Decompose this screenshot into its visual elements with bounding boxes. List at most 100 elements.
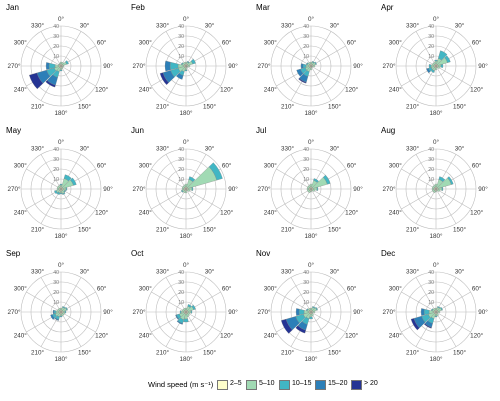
wind-rose-plot: 10 20 30 400° 30° 60° 90° 120° 150° 180° 210° 240° 2… (7, 138, 113, 240)
wind-rose-wedge (323, 174, 331, 185)
wind-rose-wedge (426, 68, 431, 74)
wind-rose-wedge (58, 62, 61, 65)
direction-label: 90° (228, 62, 238, 70)
wind-rose-panel: 10 20 30 40 0° 30° 60° 90° 120° 150° 180° 210° 240° 2… (125, 123, 250, 246)
direction-label: 60° (347, 39, 357, 47)
grid-spoke (310, 311, 346, 333)
radial-tick-label: 20 (428, 167, 434, 173)
direction-label: 150° (78, 349, 92, 357)
wind-rose-wedge (65, 60, 69, 65)
wind-rose-wedge (428, 64, 432, 68)
grid-spoke (415, 154, 437, 190)
direction-label: 90° (353, 308, 363, 316)
wind-rose-wedge (64, 310, 67, 314)
wind-rose-wedge (56, 191, 61, 195)
radial-tick-label: 30 (178, 34, 184, 40)
grid-spoke (60, 31, 82, 67)
direction-label: 240° (389, 332, 403, 340)
direction-label: 90° (478, 308, 488, 316)
direction-label: 180° (179, 355, 193, 363)
wind-rose-wedge (298, 78, 307, 84)
direction-label: 300° (264, 285, 278, 293)
direction-label: 120° (220, 332, 234, 340)
grid-spoke (276, 188, 312, 210)
month-title: Mar (256, 3, 270, 12)
grid-spoke (60, 188, 96, 210)
direction-label: 0° (433, 138, 440, 146)
wind-rose-wedge (176, 72, 184, 80)
radial-tick-label: 30 (428, 280, 434, 286)
wind-rose-wedge (315, 306, 318, 311)
direction-label: 30° (205, 267, 215, 275)
wind-rose-panel: 10 20 30 40 0° 30° 60° 90° 120° 150° 180° 210° 240° 2… (125, 246, 250, 369)
direction-label: 60° (472, 39, 482, 47)
direction-label: 60° (347, 285, 357, 293)
grid-spoke (276, 45, 312, 67)
month-title: May (6, 126, 22, 135)
wind-rose-wedge (312, 306, 316, 309)
wind-rose-wedge (54, 317, 59, 321)
wind-rose-wedge (420, 308, 425, 316)
direction-label: 0° (183, 138, 190, 146)
wind-rose-wedge (437, 66, 441, 69)
direction-label: 120° (345, 209, 359, 217)
direction-label: 150° (203, 226, 217, 234)
grid-spoke (26, 45, 62, 67)
radial-tick-label: 40 (303, 147, 309, 153)
month-title: Dec (381, 249, 396, 258)
grid-spoke (60, 277, 82, 313)
direction-label: 180° (429, 232, 443, 240)
direction-label: 90° (103, 308, 113, 316)
wind-rose-wedge (45, 62, 50, 70)
grid-spoke (415, 188, 437, 224)
radial-tick-label: 20 (178, 44, 184, 50)
grid-spoke (60, 65, 82, 101)
wind-rose-wedge (59, 192, 63, 195)
direction-label: 210° (31, 226, 45, 234)
grid-spoke (401, 188, 437, 210)
wind-rose-grid: 10 20 30 40 0° 30° 60° 90° 120° 150° 180° 210° 240° 2… (6, 3, 488, 369)
legend-swatch-4 (351, 380, 362, 390)
wind-rose-wedge (440, 306, 443, 311)
direction-label: 180° (304, 355, 318, 363)
wind-rose-wedge (70, 177, 77, 186)
direction-label: 90° (228, 308, 238, 316)
radial-tick-label: 30 (303, 280, 309, 286)
wind-rose-wedge (430, 69, 435, 73)
wind-rose-wedge (190, 310, 193, 314)
grid-spoke (435, 311, 471, 333)
grid-spoke (165, 31, 187, 67)
wind-rose-wedge (175, 314, 180, 320)
direction-label: 270° (382, 308, 396, 316)
wind-rose-wedge (311, 61, 315, 64)
wind-rose-plot: 10 20 30 400° 30° 60° 90° 120° 150° 180° 210° 240° 2… (132, 138, 238, 240)
wind-rose-wedge (433, 61, 436, 65)
direction-label: 30° (455, 267, 465, 275)
direction-label: 210° (281, 349, 295, 357)
wind-rose-wedge (187, 189, 191, 192)
month-title: Jan (6, 3, 19, 12)
wind-rose-panel: 10 20 30 40 0° 30° 60° 90° 120° 150° 180° 210° 240° 2… (250, 123, 375, 246)
direction-label: 300° (139, 162, 153, 170)
wind-rose-wedge (308, 184, 311, 188)
month-title: Oct (131, 249, 144, 258)
direction-label: 120° (220, 209, 234, 217)
direction-label: 120° (345, 86, 359, 94)
wind-rose-plot: 10 20 30 400° 30° 60° 90° 120° 150° 180° 210° 240° 2… (132, 261, 238, 363)
wind-rose-wedge (188, 176, 196, 183)
radial-tick-label: 10 (53, 300, 59, 306)
direction-label: 30° (80, 267, 90, 275)
radial-tick-label: 20 (178, 167, 184, 173)
direction-label: 0° (183, 15, 190, 23)
wind-rose-wedge (59, 69, 63, 72)
radial-tick-label: 10 (428, 54, 434, 60)
direction-label: 210° (156, 103, 170, 111)
direction-label: 60° (97, 162, 107, 170)
direction-label: 120° (95, 332, 109, 340)
radial-tick-label: 20 (303, 44, 309, 50)
radial-tick-label: 20 (428, 290, 434, 296)
grid-spoke (185, 188, 221, 210)
wind-rose-panel: 10 20 30 40 0° 30° 60° 90° 120° 150° 180° 210° 240° 2… (250, 246, 375, 369)
wind-rose-wedge (65, 306, 68, 311)
radial-tick-label: 10 (178, 54, 184, 60)
